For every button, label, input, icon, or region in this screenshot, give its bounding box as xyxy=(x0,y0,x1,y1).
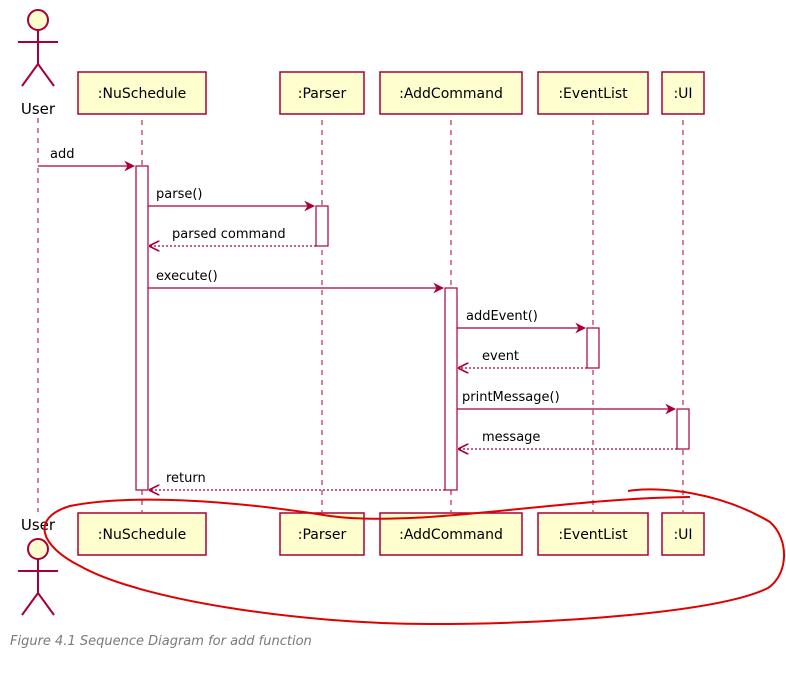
participant-label: :EventList xyxy=(558,527,628,543)
message-label: message xyxy=(482,430,540,445)
participant-ui-bottom: :UI xyxy=(661,512,705,556)
actor-head-icon xyxy=(27,538,49,560)
message-add: add xyxy=(38,147,136,172)
actor-label-bottom: User xyxy=(21,516,56,534)
message-label: parsed command xyxy=(172,227,286,242)
message-label: execute() xyxy=(156,269,218,284)
message-label: printMessage() xyxy=(462,390,560,405)
message-label: return xyxy=(166,471,206,486)
participant-eventlist-bottom: :EventList xyxy=(537,512,649,556)
addcommand-activation xyxy=(444,287,458,491)
participant-label: :Parser xyxy=(298,86,347,102)
participant-addcommand-bottom: :AddCommand xyxy=(379,512,523,556)
actor-label-top: User xyxy=(21,100,56,118)
message-addevent: addEvent() xyxy=(457,309,587,334)
actor-user-bottom: User xyxy=(18,516,58,616)
ui-activation xyxy=(676,408,690,450)
eventlist-activation xyxy=(586,327,600,369)
message-printmessage: printMessage() xyxy=(457,390,677,415)
participant-label: :UI xyxy=(673,86,692,102)
message-parsed-command: parsed command xyxy=(150,227,316,246)
participant-addcommand-top: :AddCommand xyxy=(379,71,523,115)
annotation-circle xyxy=(43,488,785,626)
message-event: event xyxy=(459,349,587,368)
participant-label: :Parser xyxy=(298,527,347,543)
nuschedule-activation xyxy=(135,165,149,491)
participant-nuschedule-top: :NuSchedule xyxy=(77,71,207,115)
message-parse: parse() xyxy=(148,187,316,212)
participant-label: :EventList xyxy=(558,86,628,102)
participant-label: :NuSchedule xyxy=(98,86,186,102)
figure-caption: Figure 4.1 Sequence Diagram for add func… xyxy=(10,634,312,649)
actor-head-icon xyxy=(27,9,49,31)
message-label: add xyxy=(50,147,74,162)
participant-parser-bottom: :Parser xyxy=(279,512,365,556)
message-execute: execute() xyxy=(148,269,445,294)
sequence-diagram: User :NuSchedule :Parser :AddCommand :Ev… xyxy=(18,9,785,626)
participant-nuschedule-bottom: :NuSchedule xyxy=(77,512,207,556)
parser-activation xyxy=(315,205,329,247)
participant-ui-top: :UI xyxy=(661,71,705,115)
message-label: event xyxy=(482,349,519,364)
message-message: message xyxy=(459,430,677,449)
participant-label: :UI xyxy=(673,527,692,543)
participant-parser-top: :Parser xyxy=(279,71,365,115)
message-return: return xyxy=(150,471,445,490)
actor-user-top: User xyxy=(18,9,58,118)
participant-eventlist-top: :EventList xyxy=(537,71,649,115)
message-label: addEvent() xyxy=(466,309,538,324)
participant-label: :AddCommand xyxy=(399,86,503,102)
participant-label: :NuSchedule xyxy=(98,527,186,543)
message-label: parse() xyxy=(156,187,202,202)
participant-label: :AddCommand xyxy=(399,527,503,543)
